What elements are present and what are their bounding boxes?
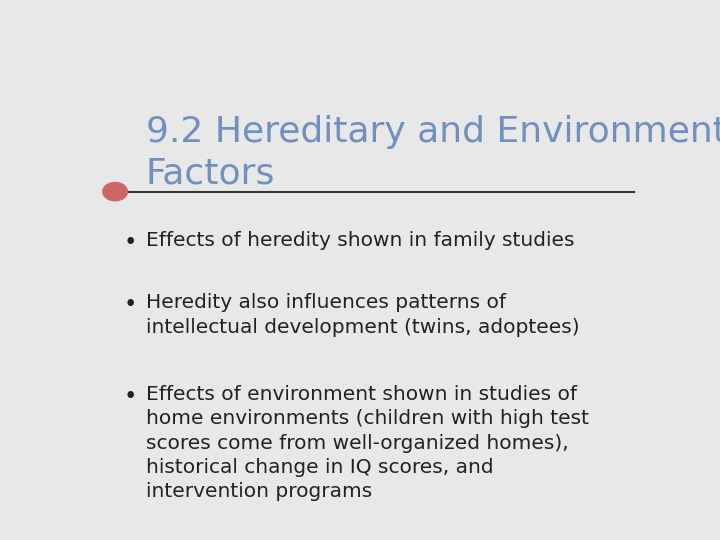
Text: •: • [124,231,137,254]
Text: Effects of environment shown in studies of
home environments (children with high: Effects of environment shown in studies … [145,385,589,501]
Circle shape [103,183,127,201]
Text: Effects of heredity shown in family studies: Effects of heredity shown in family stud… [145,231,575,250]
Text: 9.2 Hereditary and Environmental
Factors: 9.2 Hereditary and Environmental Factors [145,114,720,191]
Text: •: • [124,293,137,316]
Text: Heredity also influences patterns of
intellectual development (twins, adoptees): Heredity also influences patterns of int… [145,293,580,336]
Text: •: • [124,385,137,408]
